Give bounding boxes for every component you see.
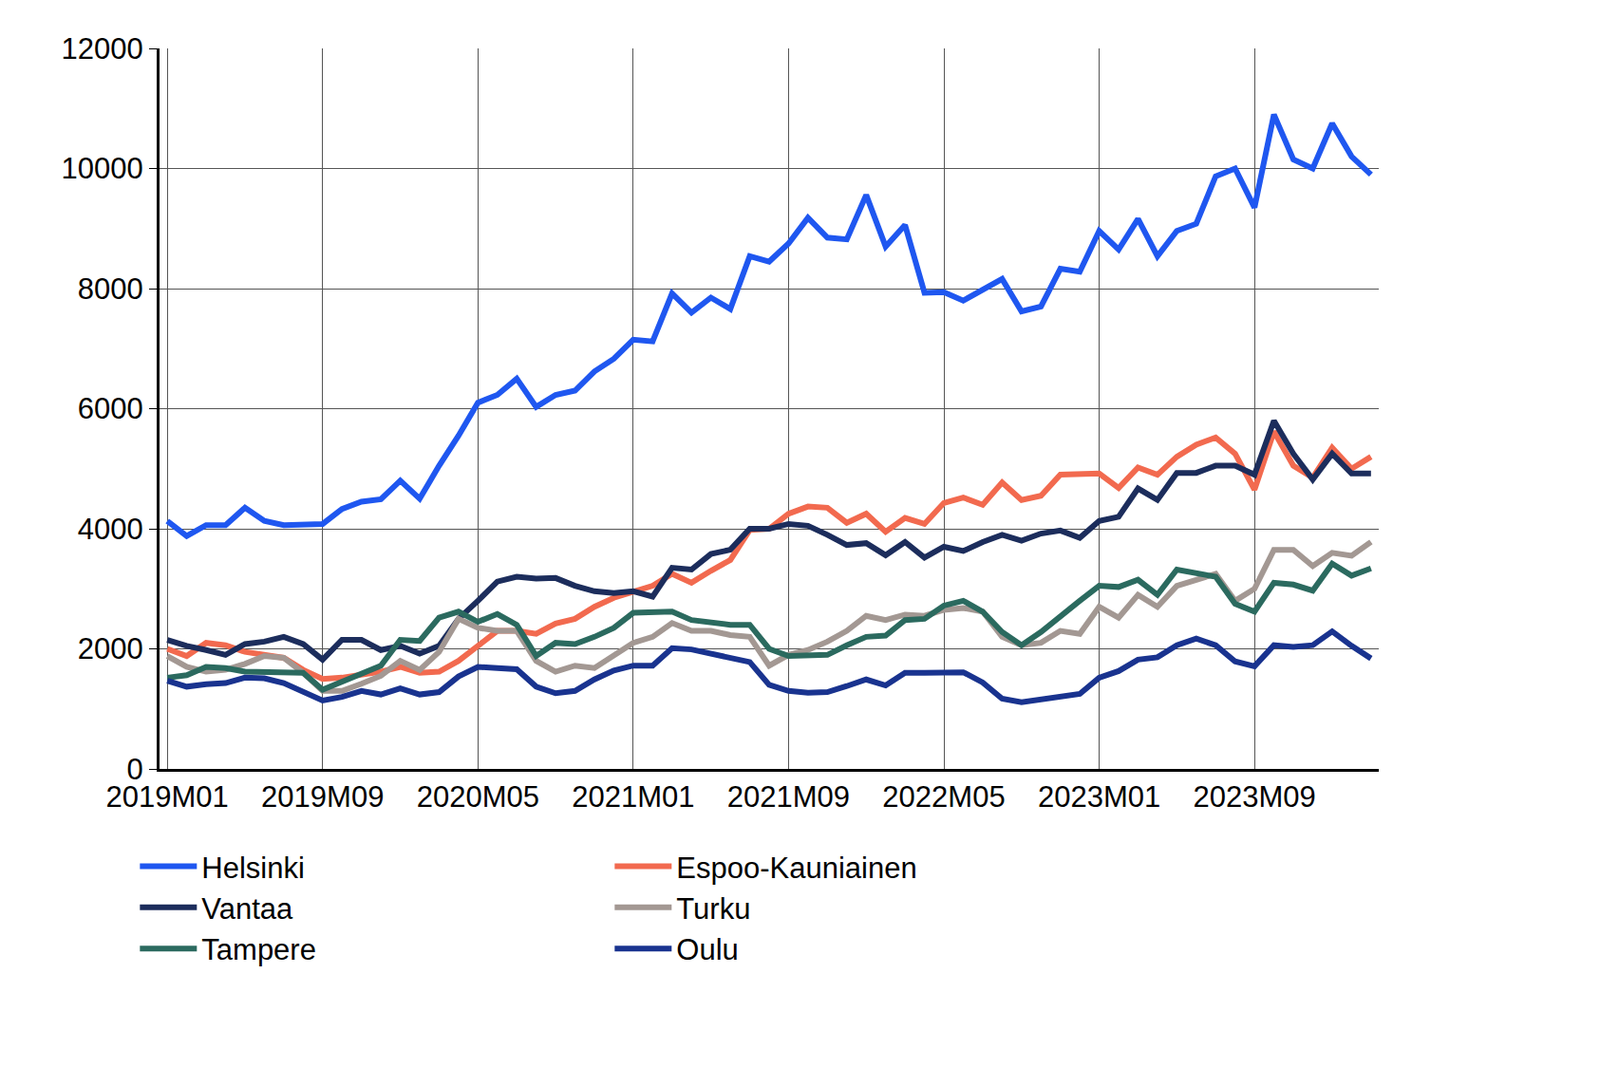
svg-text:Turku: Turku [676,892,751,926]
svg-text:2023M01: 2023M01 [1037,780,1161,814]
svg-text:4000: 4000 [77,512,144,546]
svg-text:2019M09: 2019M09 [261,780,384,814]
svg-text:Tampere: Tampere [201,933,317,967]
svg-text:2019M01: 2019M01 [106,780,229,814]
svg-text:Helsinki: Helsinki [201,851,305,885]
svg-text:2021M01: 2021M01 [571,780,695,814]
svg-text:Vantaa: Vantaa [201,892,294,926]
svg-text:Espoo-Kauniainen: Espoo-Kauniainen [676,851,917,885]
svg-text:2023M09: 2023M09 [1193,780,1317,814]
svg-text:2021M09: 2021M09 [727,780,850,814]
svg-text:Oulu: Oulu [676,933,738,967]
svg-text:0: 0 [127,752,144,787]
svg-text:2000: 2000 [77,632,144,666]
svg-text:8000: 8000 [77,272,144,306]
svg-text:12000: 12000 [61,32,144,66]
svg-text:2020M05: 2020M05 [416,780,540,814]
svg-text:6000: 6000 [77,392,144,426]
svg-text:2022M05: 2022M05 [882,780,1005,814]
svg-text:10000: 10000 [61,151,144,186]
